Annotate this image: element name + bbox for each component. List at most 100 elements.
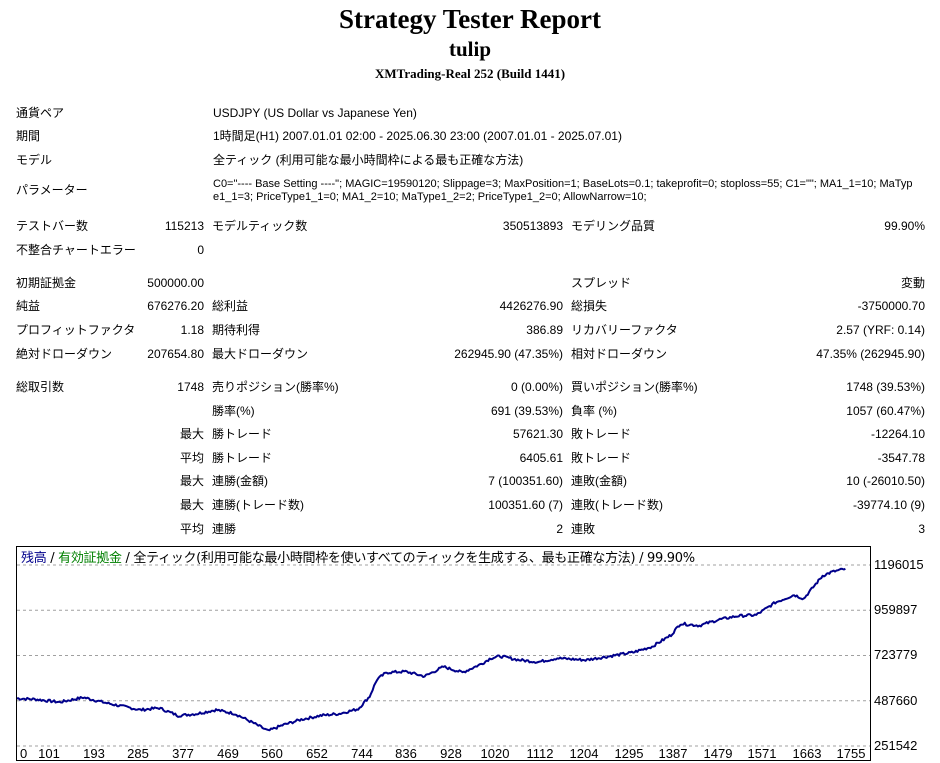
average-win-label: 勝トレード bbox=[212, 451, 273, 465]
mismatch-label: 不整合チャートエラー bbox=[16, 243, 136, 257]
win-rate-label: 勝率(%) bbox=[212, 404, 255, 418]
profit-factor-value: 1.18 bbox=[180, 323, 204, 337]
x-tick-label: 1571 bbox=[747, 746, 777, 761]
max-consecutive-wins-label: 連勝(金額) bbox=[212, 474, 268, 488]
short-positions-label: 売りポジション(勝率%) bbox=[212, 380, 339, 394]
average-consecutive-wins-label: 連勝 bbox=[212, 522, 237, 536]
x-tick-label: 1663 bbox=[792, 746, 822, 761]
balance-graph: 残高 / 有効証拠金 / 全ティック(利用可能な最小時間枠を使いすべてのティック… bbox=[16, 546, 871, 761]
model-value: 全ティック (利用可能な最小時間枠による最も正確な方法) bbox=[213, 153, 524, 167]
maximal-drawdown-value: 262945.90 (47.35%) bbox=[454, 347, 563, 361]
max-consecutive-losses-value: 10 (-26010.50) bbox=[846, 474, 925, 488]
quality-label: モデリング品質 bbox=[571, 219, 656, 233]
largest-win-label: 勝トレード bbox=[212, 427, 273, 441]
net-profit-value: 676276.20 bbox=[147, 299, 204, 313]
absolute-drawdown-label: 絶対ドローダウン bbox=[16, 347, 113, 361]
maximal-consecutive-wins-value: 100351.60 (7) bbox=[488, 498, 563, 512]
model-label: モデル bbox=[16, 153, 53, 167]
largest-loss-label: 敗トレード bbox=[571, 427, 632, 441]
x-tick-label: 652 bbox=[306, 746, 328, 761]
largest-win-value: 57621.30 bbox=[512, 427, 563, 441]
long-positions-label: 買いポジション(勝率%) bbox=[571, 380, 698, 394]
average-win-value: 6405.61 bbox=[519, 451, 563, 465]
long-positions-value: 1748 (39.53%) bbox=[846, 380, 925, 394]
ticks-value: 350513893 bbox=[502, 219, 563, 233]
spread-value: 変動 bbox=[900, 276, 925, 290]
x-tick-label: 1479 bbox=[703, 746, 733, 761]
x-tick-label: 0 bbox=[20, 746, 28, 761]
total-trades-value: 1748 bbox=[177, 380, 204, 394]
loss-rate-value: 1057 (60.47%) bbox=[846, 404, 925, 418]
average-consecutive-wins-value: 2 bbox=[556, 522, 563, 536]
max-consecutive-losses-label: 連敗(金額) bbox=[571, 474, 627, 488]
x-tick-label: 744 bbox=[351, 746, 373, 761]
mismatch-value: 0 bbox=[197, 243, 204, 257]
maximal-consecutive-losses-value: -39774.10 (9) bbox=[852, 498, 925, 512]
max-consecutive-wins-value: 7 (100351.60) bbox=[488, 474, 563, 488]
average-loss-label: 敗トレード bbox=[571, 451, 632, 465]
report-title: Strategy Tester Report bbox=[339, 4, 601, 34]
x-tick-label: 1387 bbox=[658, 746, 688, 761]
recovery-factor-label: リカバリーファクタ bbox=[571, 323, 678, 337]
gross-profit-value: 4426276.90 bbox=[499, 299, 563, 313]
x-tick-label: 193 bbox=[83, 746, 105, 761]
bars-label: テストバー数 bbox=[16, 219, 89, 233]
x-tick-label: 1020 bbox=[480, 746, 510, 761]
gross-profit-label: 総利益 bbox=[212, 299, 249, 313]
y-tick-label: 487660 bbox=[874, 692, 918, 708]
short-positions-value: 0 (0.00%) bbox=[510, 380, 563, 394]
largest-loss-value: -12264.10 bbox=[870, 427, 925, 441]
maximal-drawdown-label: 最大ドローダウン bbox=[212, 347, 309, 361]
average-consecutive-losses-label: 連敗 bbox=[571, 522, 596, 536]
absolute-drawdown-value: 207654.80 bbox=[147, 347, 204, 361]
average-label: 平均 bbox=[179, 451, 204, 465]
deposit-value: 500000.00 bbox=[147, 276, 204, 290]
recovery-factor-value: 2.57 (YRF: 0.14) bbox=[836, 323, 925, 337]
maximal-consecutive-losses-label: 連敗(トレード数) bbox=[571, 498, 663, 512]
y-tick-label: 1196015 bbox=[874, 557, 924, 572]
net-profit-label: 純益 bbox=[16, 299, 41, 313]
legend-quality: 99.90% bbox=[647, 551, 695, 566]
legend-model: 全ティック(利用可能な最小時間枠を使いすべてのティックを生成する、最も正確な方法… bbox=[133, 551, 636, 566]
legend-equity: 有効証拠金 bbox=[58, 551, 122, 566]
x-tick-label: 560 bbox=[261, 746, 283, 761]
gross-loss-label: 総損失 bbox=[571, 299, 608, 313]
maximal-consecutive-wins-label: 連勝(トレード数) bbox=[212, 498, 304, 512]
largest-label: 最大 bbox=[179, 427, 204, 441]
x-tick-label: 1112 bbox=[526, 746, 554, 761]
parameters-value: C0="---- Base Setting ----"; MAGIC=19590… bbox=[213, 178, 913, 203]
parameters-label: パラメーター bbox=[16, 183, 88, 197]
bars-value: 115213 bbox=[164, 219, 204, 233]
relative-drawdown-label: 相対ドローダウン bbox=[571, 347, 668, 361]
expert-name: tulip bbox=[448, 37, 492, 61]
quality-value: 99.90% bbox=[884, 219, 925, 233]
loss-rate-label: 負率 (%) bbox=[571, 404, 617, 418]
gross-loss-value: -3750000.70 bbox=[857, 299, 925, 313]
y-tick-label: 723779 bbox=[874, 647, 918, 663]
average-loss-value: -3547.78 bbox=[877, 451, 925, 465]
deposit-label: 初期証拠金 bbox=[16, 276, 77, 290]
x-tick-label: 928 bbox=[440, 746, 462, 761]
y-tick-label: 251542 bbox=[874, 738, 918, 753]
maximal-consecutive-label: 最大 bbox=[179, 498, 204, 512]
relative-drawdown-value: 47.35% (262945.90) bbox=[816, 347, 925, 361]
x-tick-label: 377 bbox=[172, 746, 194, 761]
x-tick-label: 1755 bbox=[836, 746, 866, 761]
x-tick-label: 836 bbox=[395, 746, 417, 761]
period-label: 期間 bbox=[16, 129, 41, 143]
y-tick-label: 959897 bbox=[874, 602, 918, 618]
period-value: 1時間足(H1) 2007.01.01 02:00 - 2025.06.30 2… bbox=[213, 129, 622, 143]
profit-factor-label: プロフィットファクタ bbox=[16, 323, 136, 337]
max-consecutive-label: 最大 bbox=[179, 474, 204, 488]
expected-payoff-label: 期待利得 bbox=[212, 323, 261, 337]
average-consecutive-losses-value: 3 bbox=[918, 522, 925, 536]
win-rate-value: 691 (39.53%) bbox=[490, 404, 563, 418]
x-tick-label: 285 bbox=[127, 746, 149, 761]
x-tick-label: 1204 bbox=[569, 746, 599, 761]
symbol-label: 通貨ペア bbox=[16, 106, 65, 120]
x-tick-label: 101 bbox=[38, 746, 60, 761]
symbol-value: USDJPY (US Dollar vs Japanese Yen) bbox=[213, 106, 417, 120]
graph-legend: 残高 / 有効証拠金 / 全ティック(利用可能な最小時間枠を使いすべてのティック… bbox=[21, 551, 695, 567]
total-trades-label: 総取引数 bbox=[16, 380, 65, 394]
server-build: XMTrading-Real 252 (Build 1441) bbox=[374, 66, 566, 81]
